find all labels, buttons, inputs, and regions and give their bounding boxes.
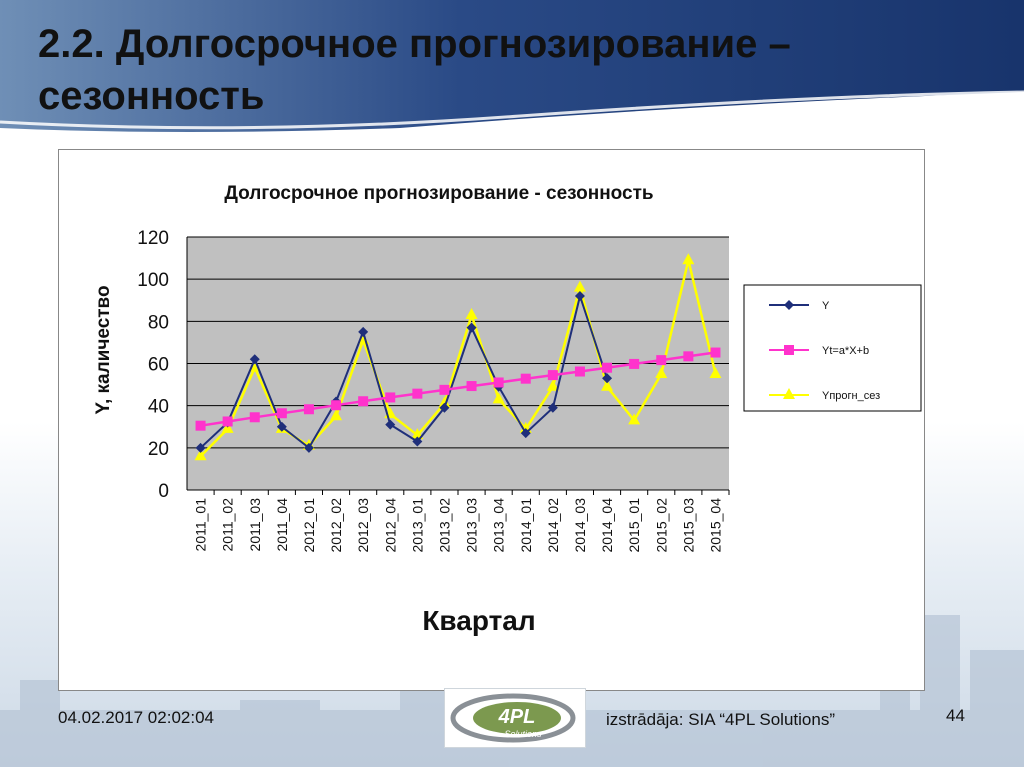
data-point — [520, 373, 531, 384]
chart-panel: Долгосрочное прогнозирование - сезонност… — [58, 149, 925, 691]
y-tick-label: 20 — [148, 439, 169, 460]
data-point — [438, 396, 451, 408]
y-tick-label: 0 — [158, 481, 169, 502]
x-tick-label: 2013_01 — [409, 498, 425, 553]
data-point — [546, 379, 559, 391]
data-point — [601, 379, 614, 391]
page-number: 44 — [946, 706, 965, 725]
header-banner: 2.2. Долгосрочное прогнозирование – сезо… — [0, 0, 1024, 140]
x-tick-label: 2012_02 — [328, 498, 344, 553]
y-axis-label: Y, каличество — [93, 285, 114, 414]
page-title: 2.2. Долгосрочное прогнозирование – сезо… — [38, 22, 791, 118]
data-point — [783, 388, 795, 399]
data-point — [709, 367, 722, 379]
data-point — [710, 347, 721, 358]
x-tick-label: 2011_04 — [274, 498, 290, 552]
background-industrial-skyline — [0, 615, 1024, 767]
x-tick-label: 2011_03 — [247, 498, 263, 552]
legend: Y Yt=a*X+b Yпрогн_сез — [743, 284, 922, 412]
data-point — [222, 416, 233, 427]
data-point — [784, 345, 794, 355]
chart-title: Долгосрочное прогнозирование - сезонност… — [224, 183, 653, 204]
x-tick-label: 2013_02 — [436, 498, 452, 553]
x-tick-label: 2012_01 — [301, 498, 317, 553]
data-point — [466, 381, 477, 392]
data-point — [358, 396, 369, 407]
data-point — [194, 449, 207, 461]
data-point — [330, 409, 343, 421]
footer-date: 04.02.2017 02:02:04 — [58, 708, 214, 727]
data-point — [358, 326, 369, 337]
line-chart: Долгосрочное прогнозирование - сезонност… — [93, 183, 922, 636]
logo-graphic: 4PL Solutions — [450, 693, 576, 743]
y-tick-label: 40 — [148, 397, 169, 418]
data-point — [629, 358, 640, 369]
data-point — [682, 253, 695, 265]
data-point — [547, 402, 558, 413]
x-tick-label: 2012_03 — [355, 498, 371, 553]
data-point — [602, 373, 613, 384]
company-logo: 4PL Solutions — [444, 688, 586, 748]
data-point — [249, 412, 260, 423]
data-point — [492, 392, 505, 404]
data-point — [412, 436, 423, 447]
x-tick-label: 2015_02 — [653, 498, 669, 553]
data-point — [465, 308, 478, 320]
x-tick-label: 2014_03 — [572, 498, 588, 553]
data-point — [574, 291, 585, 302]
x-tick-label: 2015_01 — [626, 498, 642, 553]
data-point — [656, 355, 667, 366]
x-tick-label: 2013_03 — [464, 498, 480, 553]
logo-text: 4PL — [498, 706, 536, 728]
x-tick-label: 2014_02 — [545, 498, 561, 553]
x-tick-label: 2013_04 — [491, 498, 507, 553]
data-point — [303, 404, 314, 415]
series-line-0 — [199, 292, 608, 450]
y-tick-label: 100 — [137, 270, 169, 291]
footer-credit: izstrādāja: SIA “4PL Solutions” — [606, 710, 835, 729]
data-point — [655, 367, 668, 379]
legend-label: Yпрогн_сез — [822, 390, 880, 402]
data-point — [276, 408, 287, 419]
data-point — [412, 388, 423, 399]
plot-area: 0 20 40 60 80 100 120 2011_01 2011_02 2011_03 2011… — [137, 228, 730, 553]
data-point — [303, 442, 314, 453]
header-background — [0, 0, 1024, 132]
logo-subtext: Solutions — [504, 729, 542, 739]
y-tick-label: 120 — [137, 228, 169, 249]
x-tick-label: 2014_04 — [599, 498, 615, 553]
data-point — [439, 402, 450, 413]
data-point — [628, 413, 641, 425]
legend-label: Yt=a*X+b — [822, 345, 869, 357]
legend-label: Y — [822, 300, 830, 312]
data-point — [195, 420, 206, 431]
data-point — [573, 280, 586, 292]
data-point — [683, 351, 694, 362]
data-point — [784, 300, 794, 310]
data-point — [195, 442, 206, 453]
data-point — [493, 377, 504, 388]
data-point — [385, 392, 396, 403]
data-point — [466, 322, 477, 333]
data-point — [439, 384, 450, 395]
x-tick-label: 2012_04 — [382, 498, 398, 553]
x-axis-label: Квартал — [422, 605, 535, 636]
x-tick-label: 2015_04 — [707, 498, 723, 553]
x-tick-label: 2011_02 — [220, 498, 236, 552]
x-tick-label: 2011_01 — [193, 498, 209, 552]
data-point — [276, 421, 287, 432]
y-tick-label: 80 — [148, 312, 169, 333]
data-point — [520, 428, 531, 439]
y-tick-label: 60 — [148, 355, 169, 376]
data-point — [385, 419, 396, 430]
data-point — [547, 370, 558, 381]
data-point — [331, 400, 342, 411]
data-point — [602, 362, 613, 373]
x-tick-label: 2015_03 — [680, 498, 696, 553]
x-tick-label: 2014_01 — [518, 498, 534, 553]
data-point — [574, 366, 585, 377]
data-point — [249, 354, 260, 365]
